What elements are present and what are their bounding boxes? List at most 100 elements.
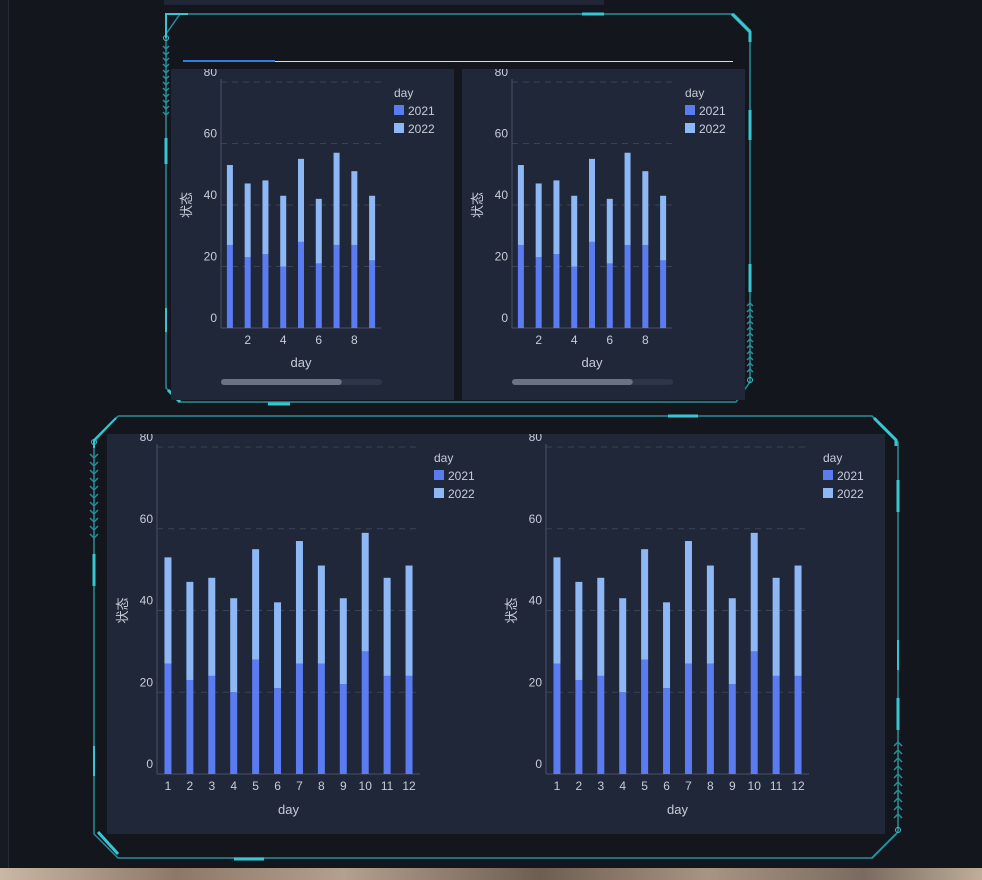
bar-2022-8 [317,565,325,664]
bar-2021-1 [517,244,524,328]
y-tick-label: 20 [204,250,218,264]
bar-2022-6 [315,198,322,264]
chart-scrollbar-thumb[interactable] [221,379,342,385]
y-tick-label: 20 [495,250,509,264]
bar-2021-1 [164,663,172,774]
x-tick-label: 6 [606,333,613,347]
y-axis-title: 状态 [179,192,194,218]
legend-swatch-2022 [394,123,404,133]
x-tick-label: 4 [619,779,626,793]
bottom-frame-border [89,414,903,861]
legend-title: day [823,451,842,465]
bar-2022-10 [361,532,369,652]
x-tick-label: 10 [359,779,373,793]
x-tick-label: 4 [571,333,578,347]
y-axis-title: 状态 [504,597,519,623]
background-image-strip [0,868,982,880]
x-tick-label: 8 [318,779,325,793]
bar-2022-4 [280,195,287,267]
bar-2021-3 [553,254,560,328]
bar-2022-5 [641,549,649,660]
bar-2021-11 [383,675,391,774]
bar-2022-5 [589,158,595,242]
y-axis-title: 状态 [470,192,485,218]
legend-swatch-2021 [685,105,695,115]
legend-swatch-2022 [685,123,695,133]
bar-2022-1 [226,165,233,245]
bar-2021-8 [351,244,358,328]
x-tick-label: 4 [230,779,237,793]
x-tick-label: 2 [244,333,251,347]
bar-2021-3 [208,675,216,774]
bar-2022-4 [571,195,578,267]
bar-2022-5 [252,549,260,660]
chart-scrollbar-thumb[interactable] [512,379,633,385]
bar-2022-9 [728,598,736,685]
legend-label-2021: 2021 [448,469,475,483]
bar-2022-3 [597,577,605,676]
legend-label-2021: 2021 [837,469,864,483]
top-chart-panel-1: 0 20 40 60 80 2 4 6 8 day 状态 day 2021 2022 [171,69,454,400]
x-tick-label: 3 [208,779,215,793]
bar-2022-2 [244,183,251,258]
bar-2021-4 [280,266,287,328]
y-tick-label: 80 [204,69,218,79]
bottom-chart-panel: 0 20 40 60 80 1 2 3 4 5 6 7 8 9 10 11 12 day 状态 day 2021 2022… [107,434,885,834]
x-axis-title: day [291,355,312,370]
bar-2021-5 [252,659,260,774]
x-tick-label: 2 [535,333,542,347]
legend-label-2021: 2021 [408,104,435,118]
x-tick-label: 5 [252,779,259,793]
x-tick-label: 9 [340,779,347,793]
bar-2021-6 [315,263,322,328]
bar-2022-9 [369,195,376,261]
bar-2021-12 [794,675,802,774]
bar-2022-3 [208,577,216,676]
x-axis-title: day [278,802,299,817]
bar-2022-6 [274,602,282,689]
bar-2021-5 [298,241,304,328]
bar-2022-10 [750,532,758,652]
bar-2021-7 [684,663,692,774]
bar-2022-4 [230,598,238,693]
tab-strip[interactable] [183,60,733,62]
bar-2021-9 [369,260,376,328]
bar-2021-11 [772,675,780,774]
y-tick-label: 80 [140,434,154,444]
bar-2022-9 [339,598,347,685]
bottom-decorative-frame [88,412,904,864]
legend-swatch-2022 [434,488,444,498]
bar-2021-5 [641,659,649,774]
bar-2021-10 [750,651,758,774]
x-tick-label: 7 [685,779,692,793]
bar-2022-1 [164,557,172,664]
top-decorative-frame [160,10,756,410]
x-tick-label: 1 [165,779,172,793]
bar-2022-2 [535,183,542,258]
bar-2021-6 [606,263,613,328]
bar-2021-4 [571,266,578,328]
legend-label-2021: 2021 [699,104,726,118]
top-frame-border [162,12,754,406]
x-axis-title: day [667,802,688,817]
bar-2021-4 [619,692,627,774]
bar-2022-1 [553,557,561,664]
bar-2022-2 [186,581,194,680]
x-tick-label: 3 [597,779,604,793]
top-chart-1: 0 20 40 60 80 2 4 6 8 day 状态 day 2021 2022 [179,69,435,385]
left-sidebar-strip [0,0,9,880]
tab-active-indicator[interactable] [183,60,275,62]
legend-title: day [685,86,704,100]
bar-2021-3 [262,254,269,328]
x-tick-label: 6 [274,779,281,793]
x-tick-label: 5 [641,779,648,793]
bar-2022-12 [405,565,413,676]
bar-2022-4 [619,598,627,693]
bar-2021-8 [642,244,649,328]
bar-2021-12 [405,675,413,774]
y-tick-label: 80 [495,69,509,79]
y-tick-label: 40 [495,188,509,202]
legend-swatch-2022 [823,488,833,498]
legend-label-2022: 2022 [699,122,726,136]
